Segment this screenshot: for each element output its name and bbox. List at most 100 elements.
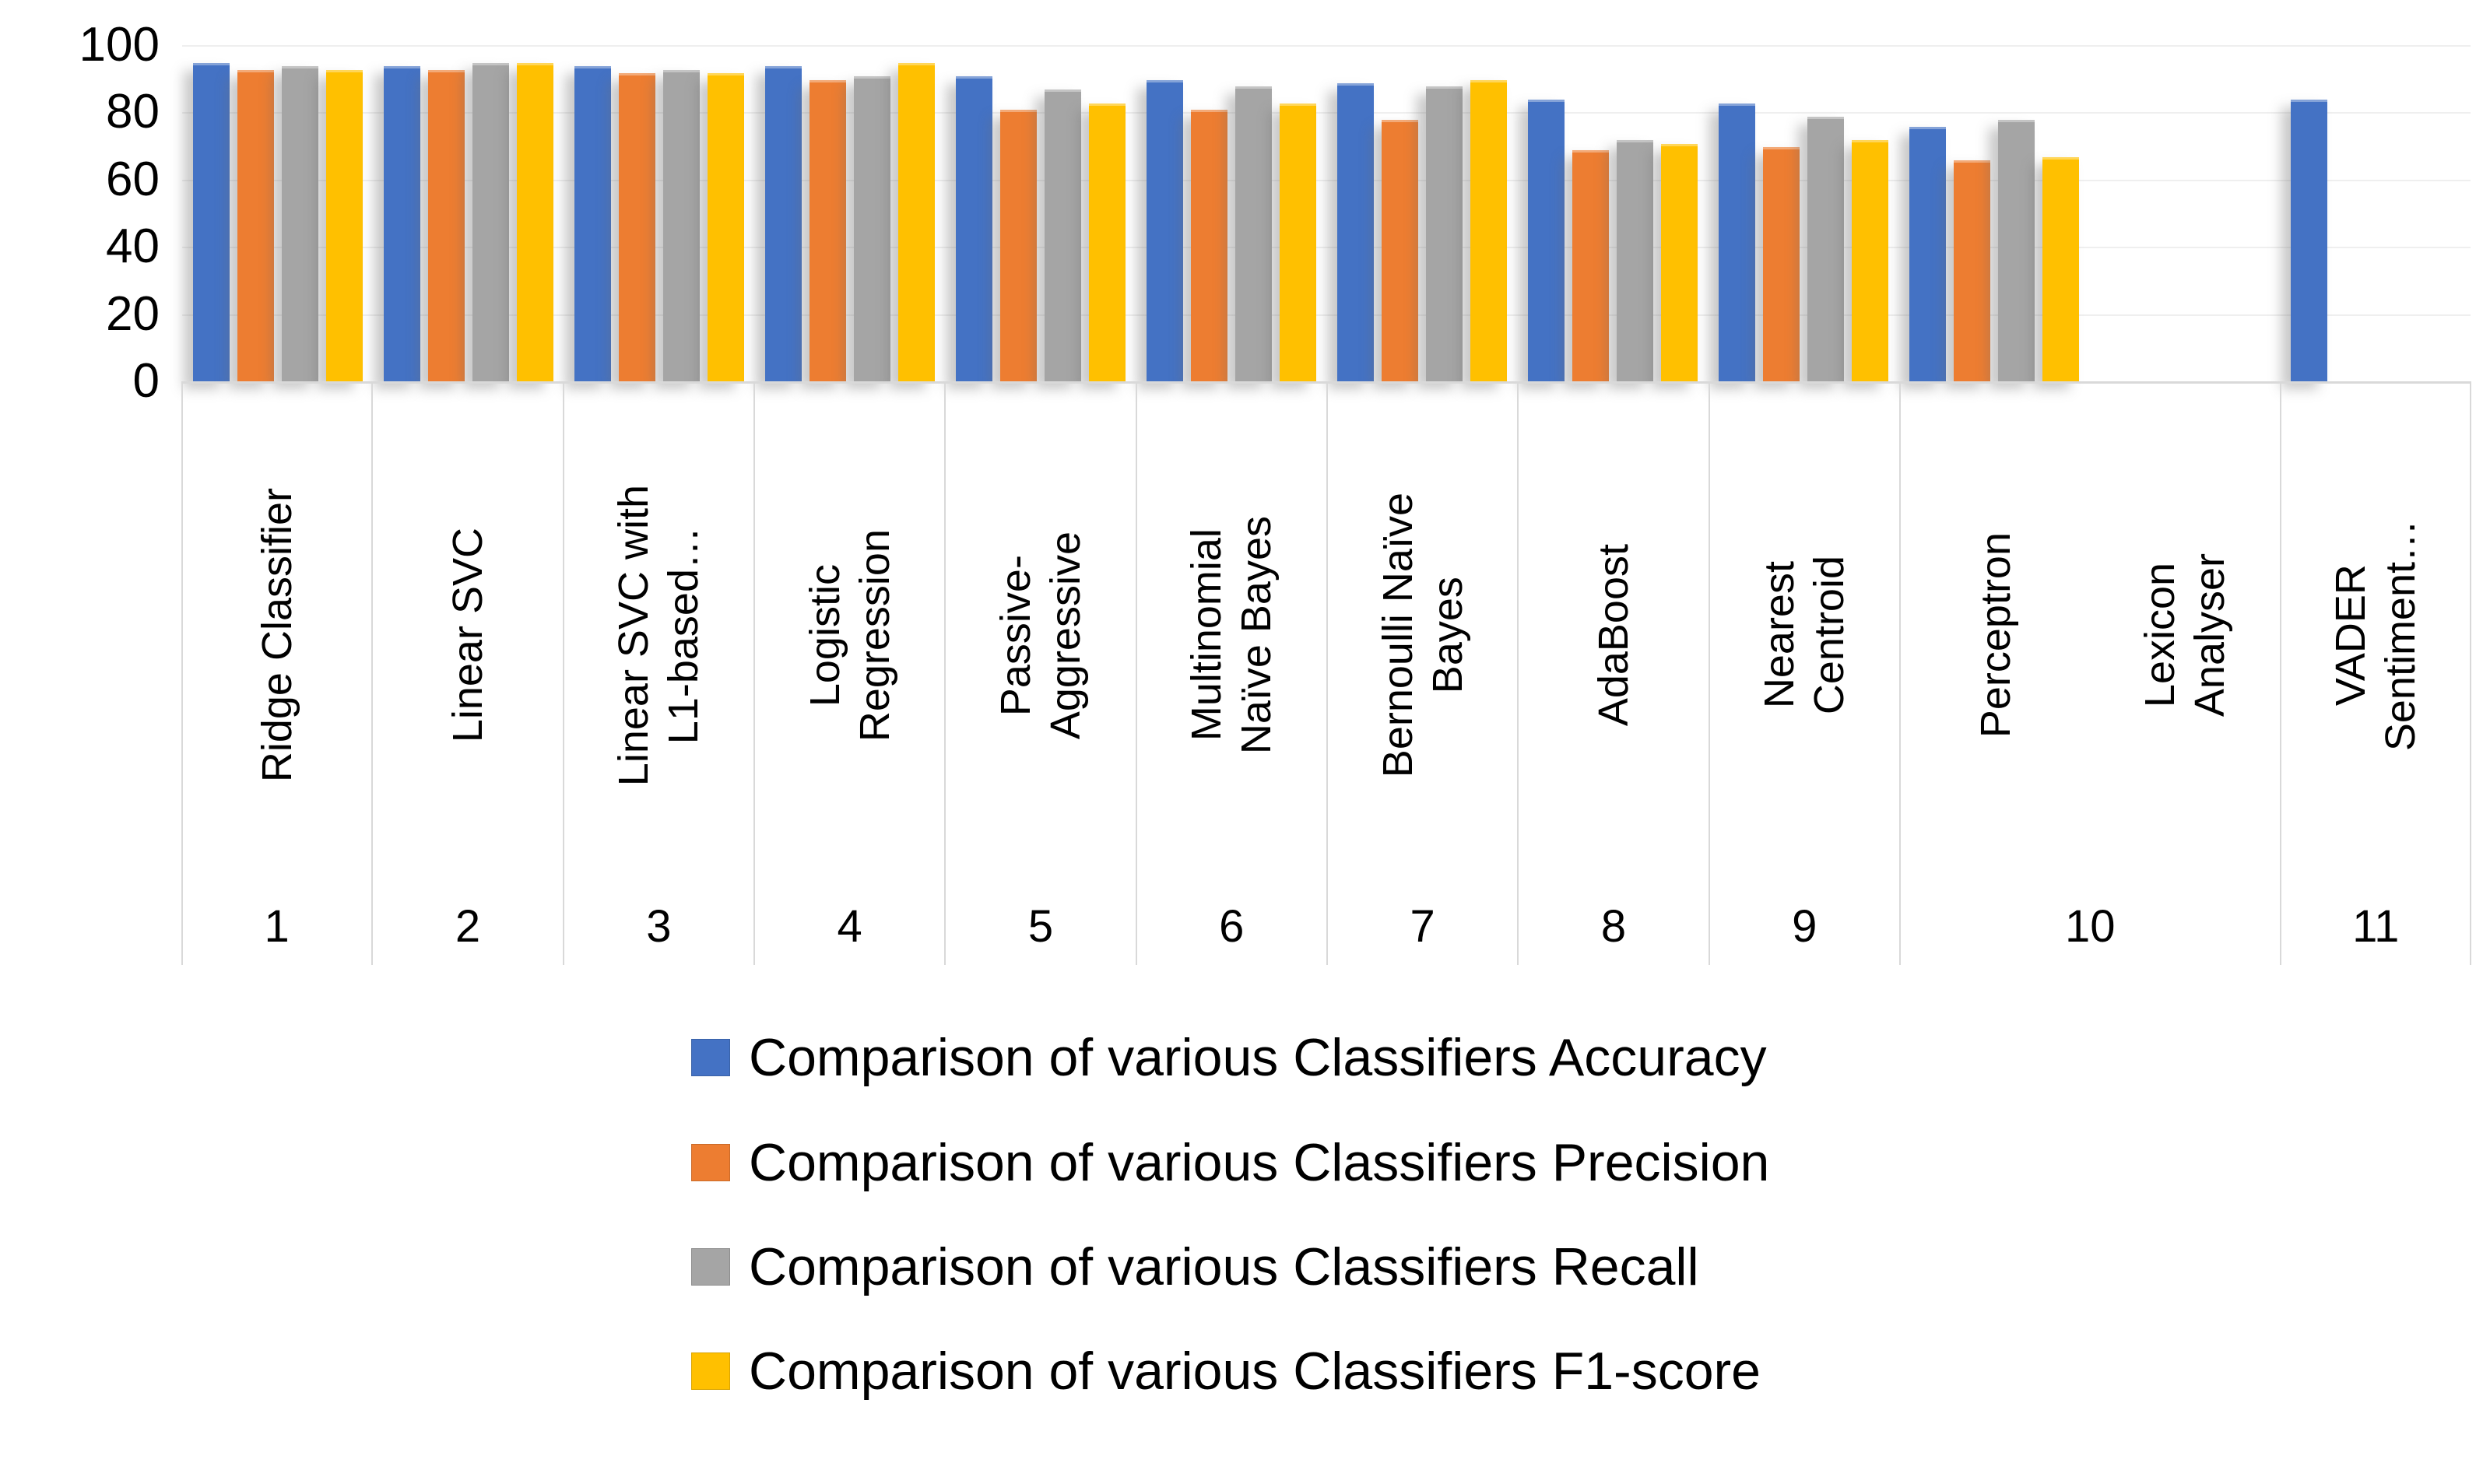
category-label-cell: Ridge Classifier [182,384,371,887]
recall-legend-swatch-icon [691,1248,730,1286]
y-tick-label: 0 [132,354,160,408]
category-label: AdaBoost [1589,544,1637,727]
category-labels-row: Ridge Classifier Linear SVC Linear SVC wit… [182,381,2471,887]
bar-group [1326,45,1517,381]
group-number-label: 1 [264,900,290,952]
category-label: Lexicon Analyser [2136,553,2233,717]
category-label: Multinomial Naïve Bayes [1183,516,1280,755]
y-axis: 0 20 40 60 80 100 [0,0,160,965]
bar-group [1517,45,1708,381]
bar [1190,110,1227,381]
gridline [182,112,2471,114]
bar [192,62,230,381]
bar [618,72,655,381]
bar [2042,156,2079,381]
gridline [182,247,2471,249]
bar-group [754,45,945,381]
y-tick-label: 20 [106,286,160,341]
bar [1279,103,1316,381]
bar [1909,127,1946,381]
bar [1616,140,1653,381]
category-label-cell: Linear SVC [371,384,562,887]
f1score-legend-swatch-icon [691,1352,730,1390]
category-label: Logistic Regression [801,528,898,742]
category-label: VADER Sentiment… [2327,519,2425,752]
bar [1381,120,1418,381]
bar [1572,150,1609,381]
legend-label: Comparison of various Classifiers F1-sco… [749,1342,1761,1401]
category-label: Passive- Aggressive [992,531,1089,740]
bar [281,66,318,381]
bar [1425,86,1463,381]
bar [2290,100,2327,381]
bar [516,62,553,381]
group-number-label: 9 [1708,887,1899,965]
bar-group [1898,45,2089,381]
category-label-cell: Lexicon Analyser [2090,384,2279,887]
category-label-cell: Perceptron [1898,384,2090,887]
y-tick-label: 80 [106,85,160,139]
bar [764,66,802,381]
legend-item-f1score: Comparison of various Classifiers F1-sco… [691,1340,1761,1402]
bar [707,72,744,381]
category-label: Ridge Classifier [253,488,300,783]
legend-label: Comparison of various Classifiers Accura… [749,1028,1767,1087]
y-tick-label: 100 [79,18,160,72]
bar [1762,146,1800,381]
bar [383,66,420,381]
gridline [182,179,2471,181]
bar [897,62,935,381]
category-label-cell: Passive- Aggressive [944,384,1135,887]
group-number-label: 10 [1898,887,2280,965]
bar [1470,79,1507,381]
legend-item-accuracy: Comparison of various Classifiers Accura… [691,1026,1767,1089]
accuracy-legend-swatch-icon [691,1039,730,1076]
bar [427,69,465,381]
group-number-label: 5 [944,887,1135,965]
legend-item-recall: Comparison of various Classifiers Recall [691,1236,1699,1298]
category-table-right-border [2470,381,2471,965]
precision-legend-swatch-icon [691,1144,730,1181]
bar [1807,117,1844,381]
bar-group [1136,45,1326,381]
category-label: Nearest Centroid [1756,556,1853,715]
bar-group [2280,45,2471,381]
bar [1234,86,1272,381]
legend-label: Comparison of various Classifiers Precis… [749,1133,1770,1192]
group-number-label: 11 [2279,887,2471,965]
bar-group [2089,45,2280,381]
bar [999,110,1037,381]
category-label: Perceptron [1972,532,2019,738]
bar [809,79,846,381]
category-label-cell: Logistic Regression [753,384,944,887]
category-label-cell: Multinomial Naïve Bayes [1135,384,1326,887]
legend-label: Comparison of various Classifiers Recall [749,1237,1699,1296]
bar [1660,143,1698,381]
category-label: Bernoulli Naïve Bayes [1374,493,1471,778]
gridline [182,45,2471,47]
group-number-label: 6 [1135,887,1326,965]
y-tick-label: 40 [106,219,160,274]
bar [574,66,611,381]
bar [1851,140,1888,381]
bar [325,69,363,381]
group-number-label: 2 [371,887,562,965]
bar [1088,103,1126,381]
category-label-cell: Linear SVC with L1-based… [562,384,753,887]
bar [1044,89,1081,381]
bar-group [1708,45,1898,381]
bar-group [564,45,754,381]
bar [1718,103,1755,381]
bar [237,69,274,381]
bar [1997,120,2035,381]
gridline [182,314,2471,316]
bar-group [373,45,564,381]
bar-group [945,45,1136,381]
bar-group [182,45,373,381]
category-label: Linear SVC [444,528,491,743]
category-label: Linear SVC with L1-based… [610,484,708,787]
group-number-label: 8 [1517,887,1708,965]
bar [1953,160,1990,381]
bar [955,76,992,381]
